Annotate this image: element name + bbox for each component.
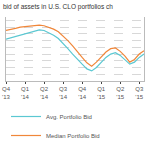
svg-text:Q4'13: Q4'13 (2, 86, 11, 100)
svg-text:Q3'14: Q3'14 (59, 86, 68, 100)
svg-text:Q2'15: Q2'15 (116, 86, 125, 100)
svg-text:Q3'15: Q3'15 (135, 86, 144, 100)
svg-text:Q1'14: Q1'14 (21, 86, 30, 100)
svg-text:Q1'15: Q1'15 (97, 86, 106, 100)
svg-text:Q4'14: Q4'14 (78, 86, 87, 100)
svg-text:Avg. Portfolio Bid: Avg. Portfolio Bid (46, 114, 92, 120)
svg-text:Median Portfolio Bid: Median Portfolio Bid (46, 133, 100, 139)
svg-text:bid of assets in U.S. CLO port: bid of assets in U.S. CLO portfolios ch (3, 3, 113, 11)
svg-text:Q2'14: Q2'14 (40, 86, 49, 100)
